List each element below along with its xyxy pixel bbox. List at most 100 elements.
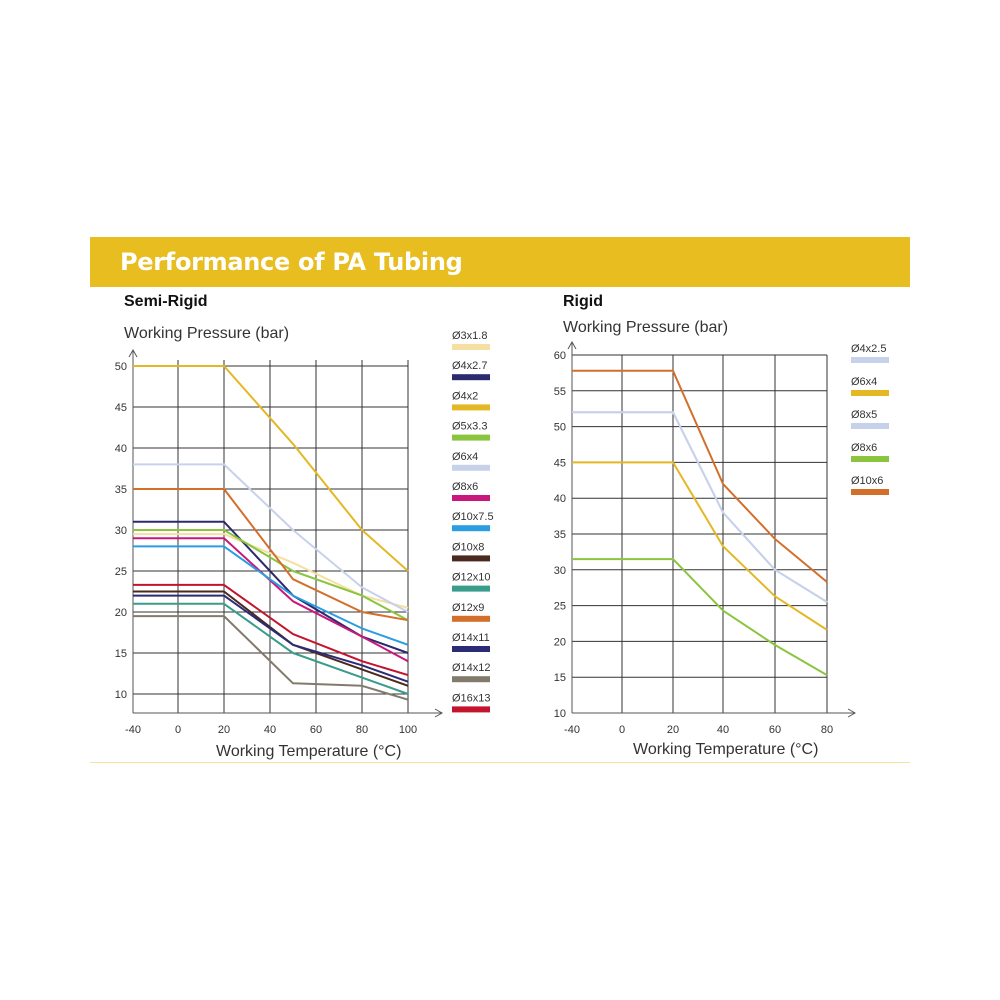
x-tick-label: 60	[769, 724, 781, 736]
legend-label: Ø4x2	[452, 390, 478, 402]
x-tick-label: 40	[264, 724, 276, 736]
y-tick-label: 10	[115, 689, 127, 701]
legend-label: Ø14x12	[452, 662, 491, 674]
legend-label: Ø16x13	[452, 692, 491, 704]
y-tick-label: 60	[554, 350, 566, 362]
series-line-14x12	[133, 615, 409, 701]
legend-swatch	[452, 464, 490, 471]
chart-title: Rigid	[563, 293, 603, 310]
legend-swatch	[452, 555, 490, 562]
series-line-10x6	[572, 369, 828, 583]
y-axis-arrow	[128, 348, 138, 358]
chart-rigid: Rigid Working Pressure (bar) Working Tempe…	[554, 293, 889, 758]
x-tick-label: 40	[717, 724, 729, 736]
legend-label: Ø14x11	[452, 632, 490, 644]
legend-swatch	[452, 585, 490, 592]
x-tick-label: -40	[564, 724, 580, 736]
x-axis-arrow	[847, 708, 857, 718]
legend-swatch	[452, 525, 490, 532]
x-tick-label: 0	[619, 724, 625, 736]
series-line-3x1.8	[133, 533, 409, 609]
series-line-4x2	[133, 365, 409, 572]
legend-label: Ø8x6	[851, 442, 877, 454]
series-line-16x13	[133, 583, 409, 677]
legend-label: Ø4x2.5	[851, 343, 886, 355]
title-banner: Performance of PA Tubing	[90, 237, 910, 287]
series-line-10x7.5	[133, 545, 409, 646]
x-axis-label: Working Temperature (°C)	[216, 743, 401, 760]
legend-swatch	[452, 615, 490, 622]
legend-swatch	[851, 423, 889, 429]
series-line-12x10	[133, 602, 409, 695]
series-line-5x3.3	[133, 529, 409, 622]
legend-label: Ø8x5	[851, 409, 877, 421]
series-line-12x9	[133, 488, 409, 622]
chart-semi-rigid: Semi-Rigid Working Pressure (bar) Working …	[115, 293, 494, 760]
legend-swatch	[452, 404, 490, 411]
legend-swatch	[452, 495, 490, 501]
legend-label: Ø10x6	[851, 475, 883, 487]
series-line-8x6	[572, 558, 828, 676]
legend-label: Ø6x4	[452, 451, 478, 463]
x-tick-label: 60	[310, 724, 322, 736]
legend-label: Ø10x7.5	[452, 511, 494, 523]
legend-label: Ø12x9	[452, 602, 484, 614]
y-tick-label: 55	[554, 386, 566, 398]
legend-swatch	[851, 489, 889, 495]
y-tick-label: 50	[554, 422, 566, 434]
legend-label: Ø10x8	[452, 541, 484, 553]
legend-label: Ø5x3.3	[452, 421, 487, 433]
y-tick-label: 25	[115, 566, 127, 578]
page-title: Performance of PA Tubing	[120, 248, 463, 276]
chart-title: Semi-Rigid	[124, 293, 208, 310]
y-tick-label: 35	[554, 529, 566, 541]
y-tick-label: 50	[115, 361, 127, 373]
legend-swatch	[452, 344, 490, 350]
y-axis-label: Working Pressure (bar)	[563, 319, 728, 336]
series-line-8x5	[572, 411, 828, 603]
y-tick-label: 15	[115, 648, 127, 660]
legend-swatch	[452, 646, 490, 652]
legend-label: Ø12x10	[452, 572, 491, 584]
series-line-14x11	[133, 594, 409, 683]
legend-swatch	[851, 456, 889, 462]
y-tick-label: 30	[115, 525, 127, 537]
legend-label: Ø4x2.7	[452, 360, 487, 372]
x-tick-label: 0	[175, 724, 181, 736]
legend-swatch	[851, 357, 889, 363]
y-tick-label: 40	[115, 443, 127, 455]
y-tick-label: 20	[115, 607, 127, 619]
x-axis-label: Working Temperature (°C)	[633, 741, 818, 758]
legend-swatch	[452, 676, 490, 683]
x-tick-label: -40	[125, 724, 141, 736]
legend-swatch	[851, 390, 889, 396]
series-line-6x4	[572, 461, 828, 631]
y-tick-label: 30	[554, 565, 566, 577]
y-tick-label: 20	[554, 636, 566, 648]
legend-swatch	[452, 434, 490, 441]
y-tick-label: 35	[115, 484, 127, 496]
y-tick-label: 45	[115, 402, 127, 414]
x-tick-label: 80	[821, 724, 833, 736]
legend-swatch	[452, 706, 490, 713]
y-axis-label: Working Pressure (bar)	[124, 325, 289, 342]
series-line-8x6	[133, 537, 409, 663]
legend-label: Ø8x6	[452, 481, 478, 493]
y-tick-label: 25	[554, 601, 566, 613]
series-line-6x4	[133, 463, 409, 613]
legend-swatch	[452, 374, 490, 381]
legend-label: Ø6x4	[851, 376, 877, 388]
legend-label: Ø3x1.8	[452, 330, 487, 342]
y-tick-label: 40	[554, 493, 566, 505]
y-tick-label: 45	[554, 457, 566, 469]
y-tick-label: 15	[554, 672, 566, 684]
y-axis-arrow	[567, 340, 577, 350]
x-tick-label: 20	[667, 724, 679, 736]
y-tick-label: 10	[554, 708, 566, 720]
bottom-divider	[90, 762, 910, 763]
x-tick-label: 100	[399, 724, 417, 736]
x-axis-arrow	[434, 708, 444, 718]
x-tick-label: 20	[218, 724, 230, 736]
x-tick-label: 80	[356, 724, 368, 736]
